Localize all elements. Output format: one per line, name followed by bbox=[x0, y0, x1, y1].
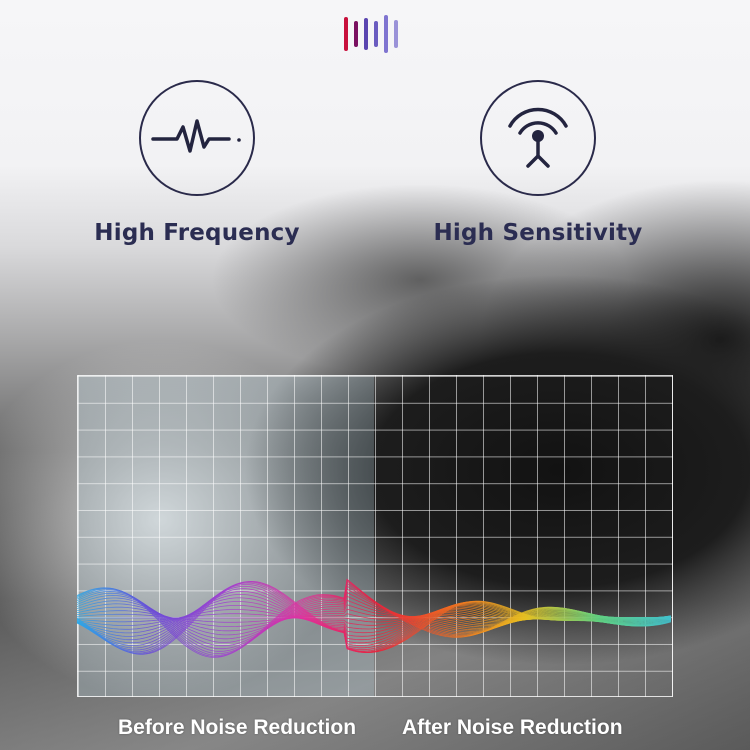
wave-line bbox=[76, 597, 672, 641]
after-label: After Noise Reduction bbox=[402, 716, 623, 739]
brand-logo bbox=[344, 15, 398, 53]
comparison-grid bbox=[77, 375, 673, 697]
heartbeat-pulse-icon bbox=[139, 80, 255, 196]
wave-line bbox=[76, 612, 672, 624]
wave-line bbox=[76, 590, 672, 646]
wave-line bbox=[76, 595, 671, 640]
wave-line bbox=[76, 599, 672, 636]
wave-line bbox=[76, 604, 672, 632]
antenna-signal-icon bbox=[480, 80, 596, 196]
logo-bar bbox=[344, 17, 348, 51]
logo-bar bbox=[374, 21, 378, 47]
logo-bar bbox=[384, 15, 388, 53]
logo-bar bbox=[394, 20, 398, 48]
wave-line bbox=[76, 608, 672, 627]
logo-bar bbox=[354, 21, 358, 47]
before-label: Before Noise Reduction bbox=[118, 716, 357, 739]
feature-label: High Frequency bbox=[94, 220, 300, 246]
logo-bar bbox=[364, 18, 368, 50]
wave-line bbox=[76, 594, 672, 644]
wave-line bbox=[76, 578, 672, 658]
feature-high-frequency: High Frequency bbox=[67, 80, 327, 246]
feature-label: High Sensitivity bbox=[433, 220, 643, 246]
feature-high-sensitivity: High Sensitivity bbox=[408, 80, 668, 246]
